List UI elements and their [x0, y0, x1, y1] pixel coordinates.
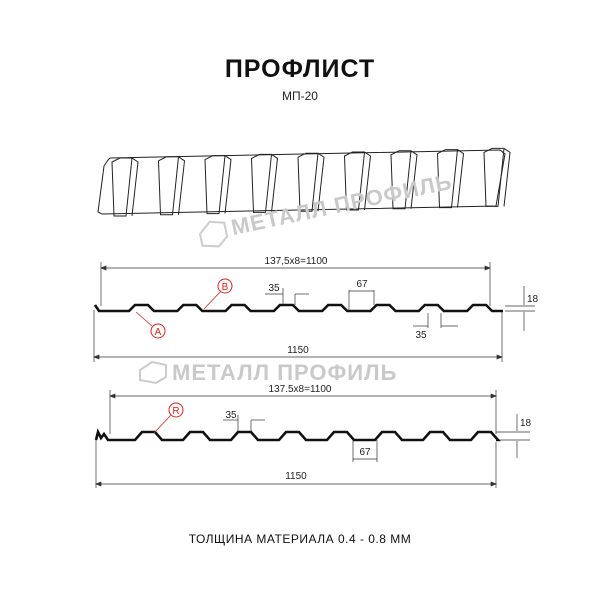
iso-rib	[111, 157, 139, 217]
svg-text:A: A	[155, 327, 162, 338]
svg-text:МЕТАЛЛ ПРОФИЛЬ: МЕТАЛЛ ПРОФИЛЬ	[229, 169, 455, 240]
iso-outline	[97, 149, 506, 215]
profile-a-shape	[93, 303, 503, 313]
marker-a: A	[135, 311, 166, 339]
iso-rib	[250, 153, 279, 213]
svg-text:1150: 1150	[287, 345, 309, 356]
svg-text:35: 35	[225, 410, 237, 421]
material-thickness-note: ТОЛЩИНА МАТЕРИАЛА 0.4 - 0.8 ММ	[188, 532, 412, 546]
watermark-1: МЕТАЛЛ ПРОФИЛЬ	[198, 169, 455, 248]
svg-text:18: 18	[520, 418, 532, 429]
profile-r	[95, 390, 530, 488]
svg-text:МЕТАЛЛ ПРОФИЛЬ: МЕТАЛЛ ПРОФИЛЬ	[172, 360, 397, 385]
svg-text:67: 67	[356, 279, 368, 290]
page-title: ПРОФЛИСТ	[224, 55, 376, 83]
svg-text:137,5x8=1100: 137,5x8=1100	[265, 256, 328, 267]
profile-r-labels: 137.5x8=1100 1150 35 67 18	[225, 384, 531, 482]
iso-rib	[157, 156, 186, 216]
svg-text:1150: 1150	[285, 471, 307, 482]
model-subtitle: МП-20	[282, 89, 318, 103]
svg-text:R: R	[172, 406, 179, 417]
profile-a	[93, 262, 535, 362]
svg-text:67: 67	[359, 447, 371, 458]
profile-r-shape	[94, 428, 501, 442]
iso-rib	[204, 155, 232, 215]
isometric-sheet-view	[97, 147, 511, 217]
profile-a-labels: 137,5x8=1100 1150 35 67 35 18	[265, 256, 539, 356]
marker-b: B	[203, 278, 233, 310]
marker-r: R	[153, 402, 184, 434]
svg-text:35: 35	[268, 283, 280, 294]
svg-text:18: 18	[527, 294, 539, 305]
svg-text:35: 35	[415, 330, 427, 341]
watermark-2: МЕТАЛЛ ПРОФИЛЬ	[139, 360, 397, 385]
svg-text:B: B	[222, 282, 229, 293]
svg-text:137.5x8=1100: 137.5x8=1100	[269, 384, 332, 395]
